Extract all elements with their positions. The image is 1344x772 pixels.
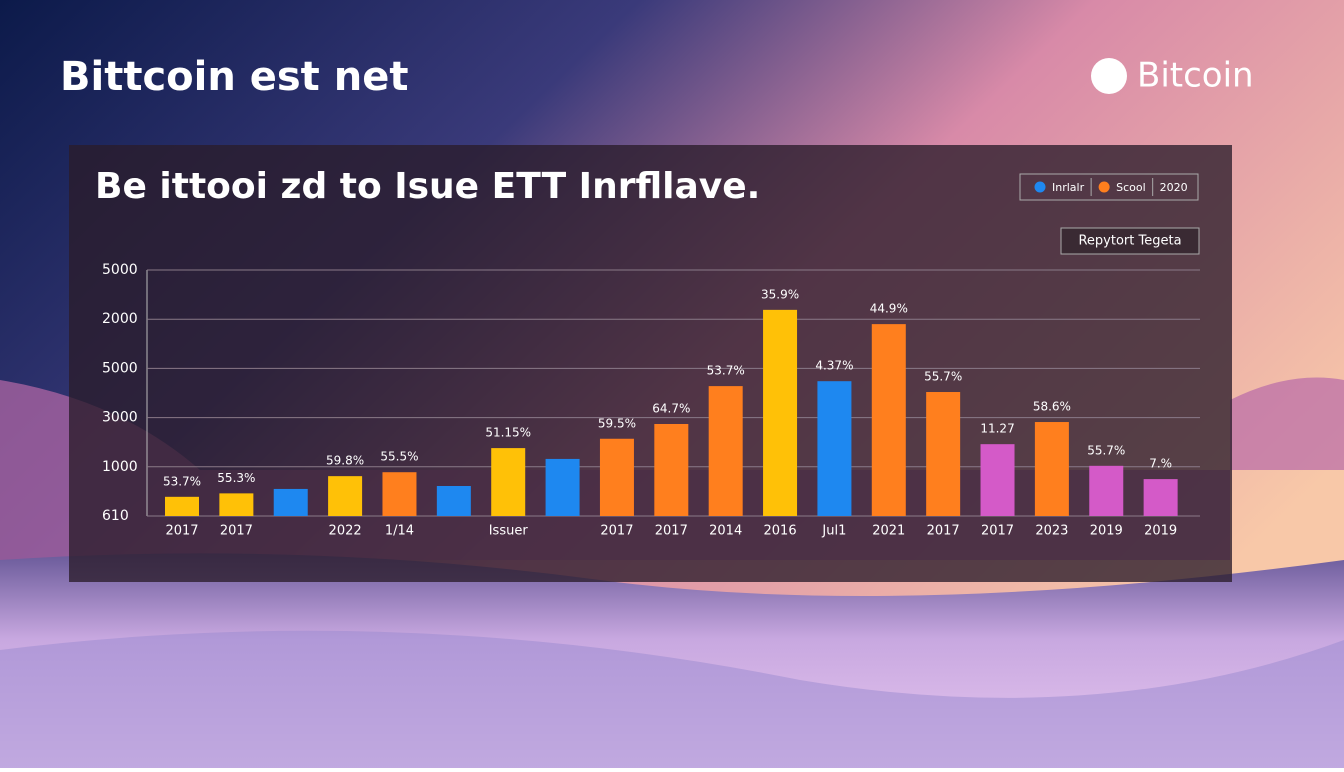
bar-label: 55.7% xyxy=(924,370,962,384)
bar-label: 64.7% xyxy=(652,401,690,415)
report-button[interactable] xyxy=(1060,227,1200,255)
bar xyxy=(871,324,906,516)
y-tick-label: 610 xyxy=(102,508,129,524)
bar-label: 53.7% xyxy=(707,364,745,378)
bar xyxy=(708,386,743,516)
x-tick-label: 2017 xyxy=(600,524,633,539)
bar xyxy=(980,444,1015,516)
report-button-label[interactable]: Repytort Tegeta xyxy=(1078,234,1181,249)
dune-shadow xyxy=(0,630,1344,768)
y-tick-label: 1000 xyxy=(102,459,138,475)
x-tick-label: 2017 xyxy=(165,524,198,539)
bar xyxy=(491,448,526,516)
bar xyxy=(817,381,852,516)
logo-icon xyxy=(1091,58,1127,94)
x-tick-label: 2017 xyxy=(220,524,253,539)
x-tick-label: 2019 xyxy=(1090,524,1123,539)
bar-label: 59.5% xyxy=(598,416,636,430)
bar xyxy=(328,476,363,516)
bar xyxy=(1143,479,1178,516)
legend-label: Inrlalr xyxy=(1052,181,1085,194)
legend-swatch xyxy=(1098,181,1110,193)
bar xyxy=(436,485,471,516)
bar-label: 53.7% xyxy=(163,474,201,488)
y-tick-label: 5000 xyxy=(102,360,138,376)
bar-label: 51.15% xyxy=(485,426,531,440)
bar xyxy=(219,493,254,516)
bar xyxy=(926,392,961,516)
x-tick-label: 2017 xyxy=(981,524,1014,539)
x-tick-label: Issuer xyxy=(489,524,529,539)
bar-label: 59.8% xyxy=(326,454,364,468)
bar-label: 55.5% xyxy=(380,450,418,464)
bar-label: 7.% xyxy=(1149,457,1172,471)
x-tick-label: 2014 xyxy=(709,524,742,539)
bar xyxy=(273,488,308,516)
bar-label: 4.37% xyxy=(815,359,853,373)
header-title: Bittcoin est net xyxy=(60,54,408,100)
chart-title: Be ittooi zd to Isue ETT Inrfllave. xyxy=(95,166,760,207)
bar xyxy=(599,438,634,516)
bar-label: 55.3% xyxy=(217,471,255,485)
y-tick-label: 2000 xyxy=(102,311,138,327)
x-tick-label: Jul1 xyxy=(821,524,846,539)
x-tick-label: 2019 xyxy=(1144,524,1177,539)
bar xyxy=(1034,422,1069,516)
bar xyxy=(165,496,199,516)
x-tick-label: 2022 xyxy=(329,524,362,539)
x-tick-label: 1/14 xyxy=(385,524,414,539)
bar-label: 55.7% xyxy=(1087,443,1125,457)
bar-label: 35.9% xyxy=(761,287,799,301)
legend-box xyxy=(1019,173,1199,201)
y-tick-label: 5000 xyxy=(102,262,138,278)
x-tick-label: 2021 xyxy=(872,524,905,539)
bar-label: 44.9% xyxy=(870,302,908,316)
x-tick-label: 2016 xyxy=(764,524,797,539)
legend-label: Scool xyxy=(1116,181,1146,194)
legend-swatch xyxy=(1034,181,1046,193)
bar xyxy=(382,472,417,516)
bar-label: 58.6% xyxy=(1033,400,1071,414)
bar-label: 11.27 xyxy=(980,422,1014,436)
x-tick-label: 2023 xyxy=(1035,524,1068,539)
y-tick-label: 3000 xyxy=(102,410,138,426)
bar xyxy=(654,423,689,516)
bar xyxy=(545,458,580,516)
x-tick-label: 2017 xyxy=(655,524,688,539)
bar xyxy=(763,309,798,516)
x-tick-label: 2017 xyxy=(927,524,960,539)
legend-label: 2020 xyxy=(1160,181,1188,194)
logo-text: Bitcoin xyxy=(1137,56,1254,96)
bar xyxy=(1089,465,1124,516)
